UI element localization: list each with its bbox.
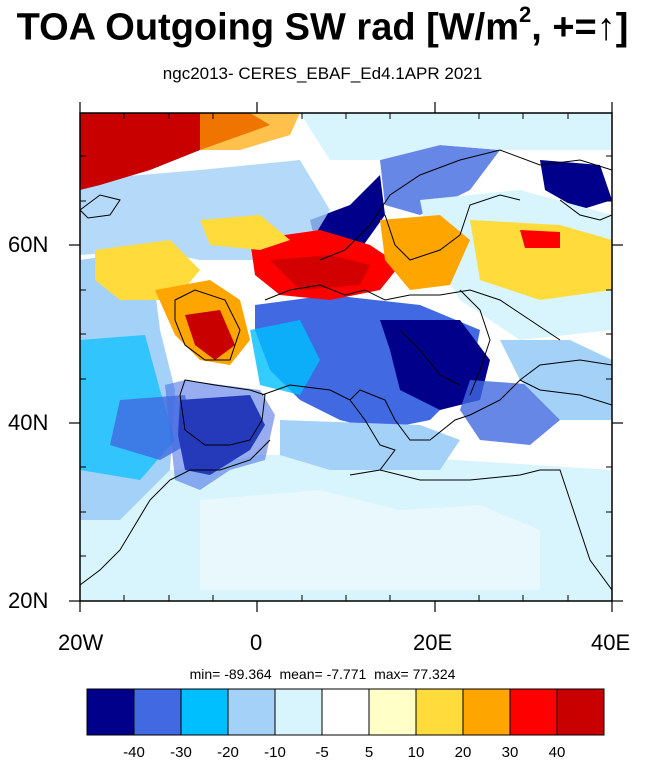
field-region-balkans <box>380 320 490 410</box>
field-region-baltic <box>380 215 470 290</box>
stats-max-label: max= <box>374 666 409 682</box>
y-tick-label-40n: 40N <box>8 410 49 435</box>
field-region-ne-atlantic-yellow <box>95 240 200 300</box>
field-region-sahara-patch <box>200 490 540 590</box>
field-region-turkey <box>500 340 612 420</box>
coastline <box>80 149 612 591</box>
x-tick-label-0: 0 <box>250 630 263 655</box>
field-region-east-med <box>460 380 560 445</box>
stats-min-value: -89.364 <box>224 666 272 682</box>
field-region-ireland <box>185 310 235 360</box>
field-region-greenland-edge <box>200 113 300 150</box>
y-tick-label-60n: 60N <box>8 232 49 257</box>
x-tick-label-20w: 20W <box>58 630 104 655</box>
field-region-finland <box>540 160 612 210</box>
field-region-iberia-edge <box>165 380 275 490</box>
field-region-sweden <box>380 145 500 215</box>
field-region-france <box>250 320 320 395</box>
minor-tick-marks <box>80 113 612 601</box>
stats-max-value: 77.324 <box>412 666 456 682</box>
stats-line: min= -89.364 mean= -7.771 max= 77.324 <box>0 666 645 682</box>
x-tick-label-40e: 40E <box>591 630 631 655</box>
map-subtitle: ngc2013- CERES_EBAF_Ed4.1APR 2021 <box>162 64 483 83</box>
x-tick-label-20e: 20E <box>413 630 453 655</box>
tick-marks <box>69 102 623 612</box>
field-region-biscay <box>200 215 290 250</box>
stats-mean-label: mean= <box>279 666 323 682</box>
field-region-russia-yellow <box>470 220 612 300</box>
field-region-north-sea-dark <box>270 255 370 290</box>
field-region-n-africa-blue <box>280 420 460 470</box>
y-tick-label-20n: 20N <box>8 588 49 613</box>
map-title: TOA Outgoing SW rad [W/m2, +=↑] <box>16 2 629 49</box>
stats-min-label: min= <box>189 666 221 682</box>
field-region-russia-red <box>520 230 560 248</box>
field-region-arctic <box>300 113 612 160</box>
stats-mean-value: -7.771 <box>326 666 367 682</box>
